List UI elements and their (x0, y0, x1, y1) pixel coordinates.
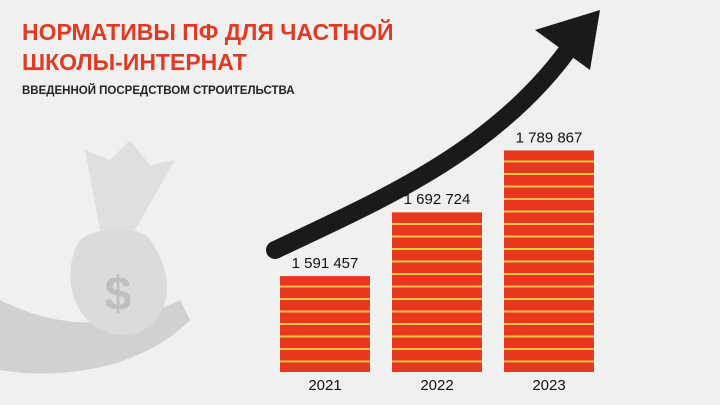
chart-subtitle: ВВЕДЕННОЙ ПОСРЕДСТВОМ СТРОИТЕЛЬСТВА (22, 84, 295, 97)
x-tick-label: 2023 (532, 377, 565, 394)
chart-title: НОРМАТИВЫ ПФ ДЛЯ ЧАСТНОЙ (22, 18, 394, 45)
bar (504, 150, 594, 372)
money-hand-illustration: $ (0, 140, 190, 374)
value-label: 1 789 867 (516, 129, 583, 146)
value-label: 1 591 457 (292, 255, 359, 272)
arrow-head (535, 10, 600, 70)
bar (392, 211, 482, 372)
trend-arrow (266, 31, 584, 259)
x-tick-label: 2021 (308, 377, 341, 394)
value-label: 1 692 724 (404, 191, 471, 208)
chart-title: ШКОЛЫ-ИНТЕРНАТ (22, 49, 247, 75)
x-tick-label: 2022 (420, 377, 453, 394)
bar (280, 276, 370, 372)
svg-text:$: $ (105, 268, 132, 321)
